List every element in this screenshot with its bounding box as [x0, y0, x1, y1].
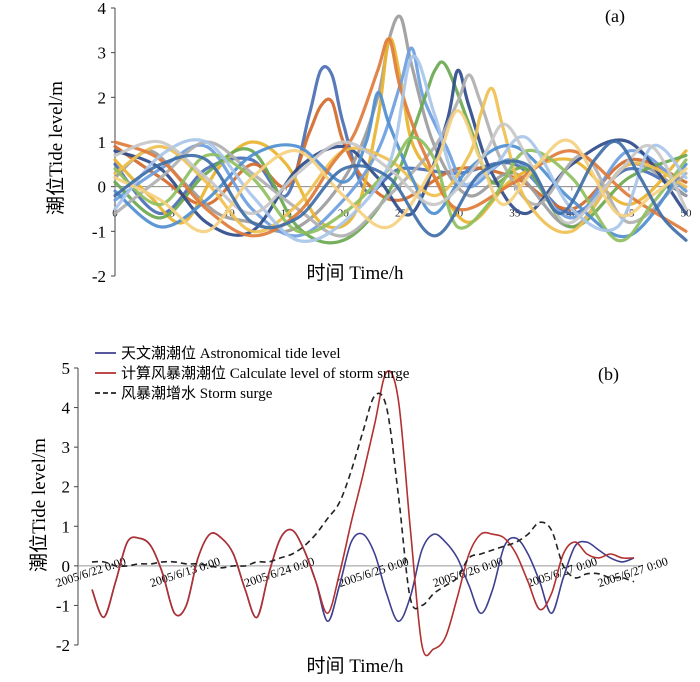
panel-a-y-tick-label: 4: [98, 0, 107, 18]
panel-a-series-line: [113, 73, 688, 238]
panel-a-series-line: [113, 86, 688, 234]
panel-a-x-tick-label: 25: [395, 208, 407, 220]
panel-a-xlabel: 时间 Time/h: [307, 262, 404, 284]
panel-a-x-tick-label: 10: [224, 208, 236, 220]
panel-b-ylabel: 潮位Tide level/m: [28, 438, 50, 572]
panel-a-y-tick-label: -1: [92, 222, 106, 241]
panel-a-y-tick-label: 1: [98, 133, 107, 152]
panel-a-y-tick-label: 0: [98, 178, 107, 197]
panel-a-y-tick-label: -2: [92, 267, 106, 286]
panel-a-y-tick-label: 3: [98, 44, 107, 63]
panel-b-legend: 天文潮潮位 Astronomical tide level 计算风暴潮潮位 Cal…: [95, 345, 410, 402]
panel-a-ylabel: 潮位Tide level/m: [45, 81, 67, 215]
panel-b-x-tick-label: 2005/6/25 0:00: [337, 554, 411, 590]
legend-entry-label: 风暴潮增水 Storm surge: [121, 385, 273, 402]
panel-b-y-tick-label: 1: [62, 517, 71, 536]
panel-b-x-tick-label: 2005/6/13 0:00: [148, 554, 222, 590]
panel-b-y-tick-label: 3: [62, 438, 71, 457]
panel-a-y-tick-label: 2: [98, 88, 107, 107]
panel-b-y-tick-label: -1: [56, 596, 70, 615]
panel-b-series-line: [91, 370, 635, 657]
panel-b-xlabel: 时间 Time/h: [307, 655, 404, 677]
panel-b-y-tick-label: 4: [62, 399, 71, 418]
panel-b-y-tick-label: 0: [62, 557, 71, 576]
legend-entry-label: 计算风暴潮潮位 Calculate level of storm surge: [121, 364, 410, 382]
panel-b-x-tick-label: 2005/6/24 0:00: [242, 554, 316, 590]
panel-b-y-tick-label: 2: [62, 478, 71, 497]
panel-b-series-group: [91, 370, 635, 657]
panel-a-series-line: [113, 54, 688, 243]
panel-a-series-group: [113, 14, 688, 245]
legend-entry-label: 天文潮潮位 Astronomical tide level: [121, 345, 341, 362]
panel-a-series-line: [113, 139, 688, 242]
panel-b-y-tick-label: -2: [56, 636, 70, 655]
panel-a-series-line: [113, 122, 688, 225]
panel-a-series-line: [113, 109, 688, 234]
panel-a-label: (a): [605, 6, 625, 27]
panel-a-x-tick-label: 35: [509, 208, 521, 220]
panel-b-label: (b): [598, 364, 619, 385]
panel-b-y-tick-label: 5: [62, 359, 71, 378]
panel-b-x-tick-label: 2005/6/27 0:00: [596, 554, 670, 590]
panel-b-series-line: [91, 392, 635, 610]
